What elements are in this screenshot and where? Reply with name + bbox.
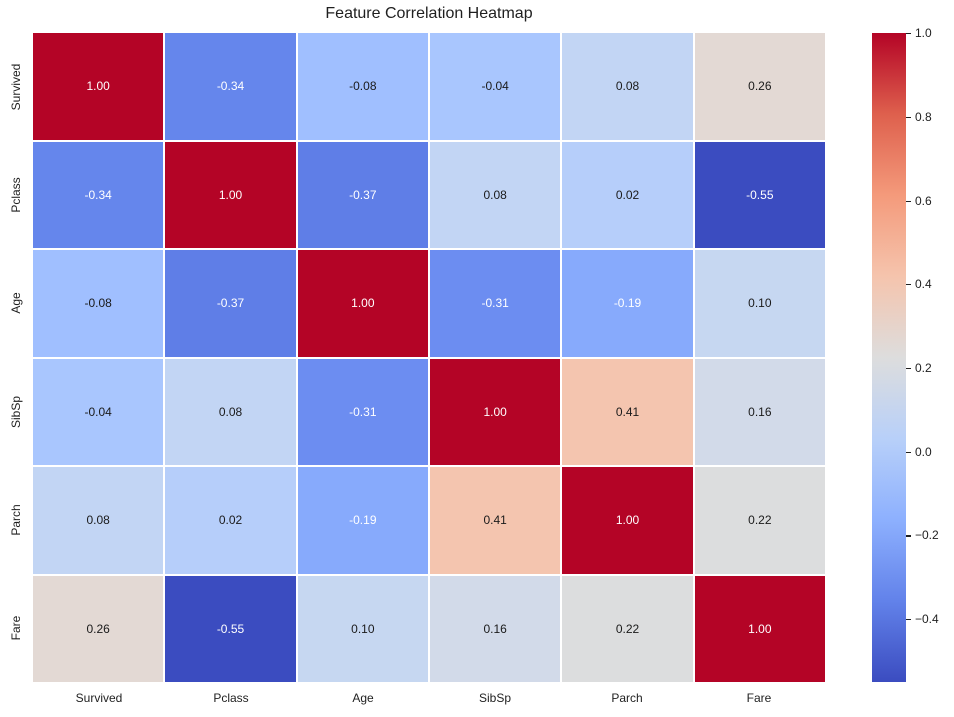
x-tick-label: Age <box>352 691 374 705</box>
heatmap-cell: 0.08 <box>33 467 164 574</box>
heatmap-cell: 0.02 <box>165 467 296 574</box>
x-tick-label: Parch <box>611 691 643 705</box>
colorbar-tick-label: 0.8 <box>915 109 932 124</box>
heatmap-cell: 0.16 <box>694 358 825 465</box>
y-tick-label: Fare <box>9 615 23 641</box>
heatmap-grid: 1.00 -0.34 -0.08 -0.04 0.08 0.26 -0.34 1.00 -0.3… <box>33 33 825 682</box>
heatmap-cell: 1.00 <box>694 575 825 682</box>
heatmap-cell: -0.34 <box>33 141 164 248</box>
heatmap-cell: 0.26 <box>33 575 164 682</box>
colorbar-tick-mark <box>906 33 911 35</box>
heatmap-cell: 0.41 <box>429 467 561 574</box>
heatmap-cell: 1.00 <box>165 141 296 248</box>
colorbar-tick-label: 1.0 <box>915 26 932 40</box>
colorbar-tick-label: 0.2 <box>915 360 932 375</box>
heatmap-cell: 0.08 <box>429 141 561 248</box>
colorbar-tick-mark <box>906 200 911 202</box>
heatmap-cell: 0.10 <box>297 575 428 682</box>
colorbar-tick-mark <box>906 535 911 537</box>
heatmap-cell: 1.00 <box>562 467 693 574</box>
heatmap-cell: -0.04 <box>429 33 561 140</box>
heatmap-cell: -0.08 <box>297 33 428 140</box>
x-tick-label: SibSp <box>478 691 512 705</box>
heatmap-cell: -0.19 <box>297 467 428 574</box>
heatmap-cell: -0.34 <box>165 33 296 140</box>
y-tick-label: Survived <box>9 63 23 111</box>
x-tick-label: Pclass <box>213 691 249 705</box>
heatmap-cell: 1.00 <box>297 250 428 357</box>
x-tick-label: Fare <box>746 691 772 705</box>
heatmap-cell: 0.22 <box>562 575 693 682</box>
colorbar-tick-label: 0.6 <box>915 193 932 208</box>
heatmap-cell: -0.31 <box>429 250 561 357</box>
y-tick-label: Parch <box>9 504 23 536</box>
heatmap-cell: -0.31 <box>297 358 428 465</box>
y-tick-label: Pclass <box>9 177 23 213</box>
colorbar-tick-mark <box>906 116 911 118</box>
heatmap-cell: -0.08 <box>33 250 164 357</box>
y-tick-label: SibSp <box>9 395 23 428</box>
chart-title: Feature Correlation Heatmap <box>325 5 533 22</box>
heatmap-cell: 0.16 <box>429 575 561 682</box>
heatmap-cell: -0.55 <box>165 575 296 682</box>
colorbar-tick-label: 0.0 <box>915 444 932 459</box>
heatmap-cell: 0.41 <box>562 358 693 465</box>
heatmap-cell: 0.08 <box>562 33 693 140</box>
heatmap-cell: 0.02 <box>562 141 693 248</box>
colorbar-tick-mark <box>906 619 911 621</box>
heatmap-cell: -0.37 <box>165 250 296 357</box>
heatmap-cell: 0.08 <box>165 358 296 465</box>
colorbar-tick-label: −0.4 <box>915 612 939 627</box>
heatmap-cell: 0.26 <box>694 33 825 140</box>
heatmap-cell: -0.55 <box>694 141 825 248</box>
heatmap-cell: -0.19 <box>562 250 693 357</box>
x-tick-label: Survived <box>75 691 123 705</box>
colorbar-tick-mark <box>906 367 911 370</box>
colorbar-tick-label: −0.2 <box>915 528 939 543</box>
heatmap-cell: -0.04 <box>33 358 164 465</box>
heatmap-cell: -0.37 <box>297 141 428 248</box>
colorbar-tick-mark <box>906 284 911 286</box>
heatmap-cell: 1.00 <box>33 33 164 140</box>
heatmap-cell: 1.00 <box>429 358 561 465</box>
colorbar-tick-mark <box>906 451 911 453</box>
y-tick-label: Age <box>9 292 23 315</box>
colorbar <box>872 33 906 682</box>
colorbar-tick-label: 0.4 <box>915 277 932 292</box>
heatmap-cell: 0.10 <box>694 250 825 357</box>
heatmap-cell: 0.22 <box>694 467 825 574</box>
